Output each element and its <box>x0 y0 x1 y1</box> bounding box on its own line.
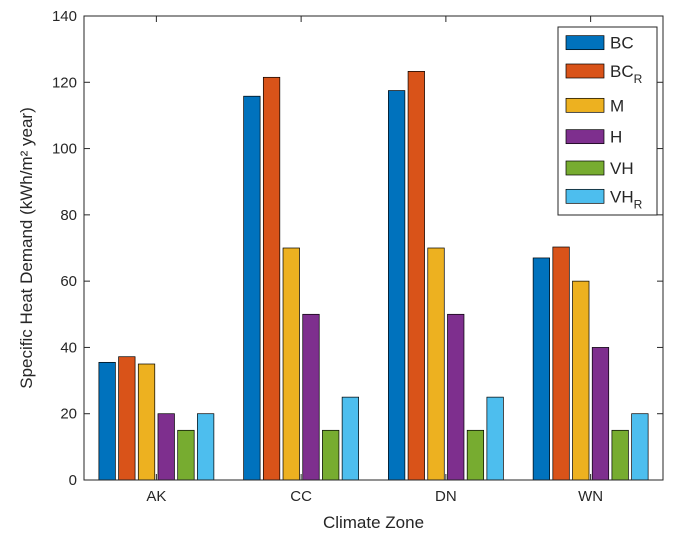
bar-vh-r-dn <box>486 396 504 481</box>
legend-label-h: H <box>610 128 622 147</box>
y-axis: 0 20 40 60 80 100 120 140 <box>52 8 663 489</box>
legend-label-bc: BC <box>610 34 634 53</box>
plot-area-frame <box>83 15 664 481</box>
bar-bc-ak <box>98 361 116 481</box>
bar-h-ak <box>157 413 175 481</box>
y-axis-title-text: Specific Heat Demand (kWh/m² year) <box>17 107 36 389</box>
bar-bc-dn <box>388 90 406 481</box>
legend-label-main: VH <box>610 159 634 178</box>
x-axis-title: Climate Zone <box>323 513 424 532</box>
bar-vh-r-wn <box>631 413 649 481</box>
legend-swatch-m <box>565 97 605 113</box>
bar-vh-r-ak <box>197 413 215 481</box>
legend-label-main: H <box>610 128 622 147</box>
bar-bc-r-cc <box>262 76 281 481</box>
x-tick-label-wn: WN <box>578 488 603 505</box>
x-axis-title-text: Climate Zone <box>323 513 424 532</box>
legend-box <box>557 26 658 216</box>
legend-label-main: M <box>610 96 624 115</box>
y-tick-label: 80 <box>60 207 77 224</box>
legend-label-m: M <box>610 96 624 115</box>
bar-bc-wn <box>532 257 550 481</box>
legend-swatch-vh-r <box>565 188 605 204</box>
y-tick-label: 20 <box>60 406 77 423</box>
legend-swatch-bc-r <box>565 63 605 79</box>
y-tick-label: 100 <box>52 141 77 158</box>
bar-vh-dn <box>466 429 485 481</box>
y-axis-title: Specific Heat Demand (kWh/m² year) <box>17 107 36 389</box>
legend-label-main: VH <box>610 187 634 206</box>
bar-m-dn <box>427 247 445 481</box>
legend-label-subscript: R <box>634 197 643 211</box>
legend-label-main: BC <box>610 34 634 53</box>
x-tick-label-dn: DN <box>435 488 457 505</box>
bar-h-wn <box>591 347 610 481</box>
bar-h-dn <box>447 313 465 481</box>
legend-label-main: BC <box>610 62 634 81</box>
bar-vh-cc <box>322 429 340 481</box>
bar-bc-cc <box>243 95 261 481</box>
legend-label-vh-r: VHR <box>610 187 643 211</box>
y-tick-label: 40 <box>60 339 77 356</box>
bar-vh-ak <box>177 429 195 481</box>
bar-m-wn <box>572 280 590 481</box>
bar-h-cc <box>302 313 320 481</box>
legend-swatch-vh <box>565 160 605 176</box>
bar-vh-wn <box>611 429 629 481</box>
y-tick-label: 0 <box>69 472 77 489</box>
legend-label-vh: VH <box>610 159 634 178</box>
x-tick-label-ak: AK <box>146 488 166 505</box>
bar-bc-r-dn <box>407 70 425 481</box>
y-tick-label: 60 <box>60 273 77 290</box>
legend-swatch-h <box>565 129 605 145</box>
bars-group <box>98 70 649 481</box>
legend-label-subscript: R <box>634 72 643 86</box>
x-axis: AK CC DN WN <box>146 16 603 505</box>
legend-label-bc-r: BCR <box>610 62 643 86</box>
bar-bc-r-wn <box>552 246 570 481</box>
bar-m-cc <box>282 247 300 481</box>
y-tick-label: 120 <box>52 74 77 91</box>
bar-m-ak <box>137 363 156 481</box>
y-tick-label: 140 <box>52 8 77 25</box>
bar-bc-r-ak <box>118 356 136 481</box>
legend-swatch-bc <box>565 35 605 51</box>
x-tick-label-cc: CC <box>290 488 312 505</box>
bar-vh-r-cc <box>341 396 359 481</box>
